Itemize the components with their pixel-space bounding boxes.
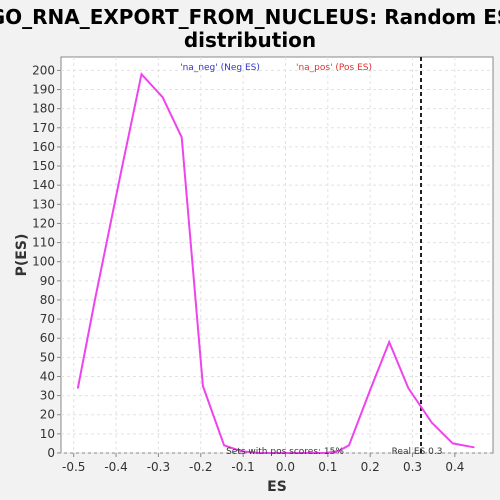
series-point	[337, 450, 340, 452]
series-point	[388, 341, 391, 343]
y-tick-label: 100	[32, 255, 55, 269]
y-axis-label: P(ES)	[14, 234, 30, 277]
y-tick-label: 40	[40, 369, 55, 383]
y-tick-label: 170	[32, 121, 55, 135]
plot-area	[60, 56, 494, 454]
x-tick-label: 0.3	[403, 460, 422, 474]
y-tick-label: 50	[40, 350, 55, 364]
legend-neg-es: 'na_neg' (Neg ES)	[180, 63, 260, 73]
series-point	[407, 387, 410, 389]
x-tick-label: 0.2	[361, 460, 380, 474]
series-point	[240, 450, 242, 452]
legend-pos-es: 'na_pos' (Pos ES)	[296, 63, 372, 73]
y-tick-label: 180	[32, 102, 55, 116]
x-axis-label: ES	[267, 479, 287, 495]
series-point	[257, 452, 259, 454]
series-point	[473, 446, 475, 449]
chart-title-line2: distribution	[184, 28, 316, 52]
y-tick-label: 30	[40, 389, 55, 403]
series-point	[161, 96, 164, 98]
x-axis-ticks: -0.5 -0.4 -0.3 -0.2 -0.1 0.0 0.1 0.2 0.3 0.4	[62, 453, 464, 474]
real-es-label: Real ES 0.3	[392, 447, 443, 457]
y-tick-label: 160	[32, 140, 55, 154]
series-point	[369, 389, 372, 391]
y-tick-label: 90	[40, 274, 55, 288]
y-tick-label: 140	[32, 178, 55, 192]
series-point	[77, 387, 79, 389]
y-tick-label: 120	[32, 216, 55, 230]
y-tick-label: 60	[40, 331, 55, 345]
x-tick-label: -0.3	[147, 460, 170, 474]
series-points	[77, 73, 475, 454]
x-tick-label: -0.4	[104, 460, 127, 474]
y-tick-label: 0	[47, 446, 55, 460]
series-point	[119, 174, 122, 177]
series-point	[430, 421, 433, 424]
series-point	[274, 452, 276, 454]
series-point	[308, 452, 310, 454]
x-tick-label: -0.2	[189, 460, 212, 474]
pos-scores-annotation: Sets with pos scores: 15%	[226, 447, 344, 457]
y-tick-label: 110	[32, 236, 55, 250]
series-point	[223, 444, 225, 447]
series-point	[140, 73, 143, 75]
x-tick-label: -0.1	[231, 460, 254, 474]
series-point	[452, 442, 454, 445]
y-tick-label: 130	[32, 197, 55, 211]
chart-title-line1: GO_RNA_EXPORT_FROM_NUCLEUS: Random ES	[0, 5, 500, 29]
y-tick-label: 150	[32, 159, 55, 173]
x-tick-label: -0.5	[62, 460, 85, 474]
series-point	[180, 136, 183, 139]
series-point	[94, 299, 96, 301]
x-tick-label: 0.0	[276, 460, 295, 474]
y-tick-label: 20	[40, 408, 55, 422]
series-point	[291, 452, 293, 454]
x-tick-label: 0.4	[445, 460, 464, 474]
y-tick-label: 80	[40, 293, 55, 307]
y-tick-label: 10	[40, 427, 55, 441]
y-axis-ticks: 0 10 20 30 40 50 60 70 80 90 100 110 120 130 140 150 160…	[32, 63, 61, 460]
y-tick-label: 200	[32, 63, 55, 77]
x-tick-label: 0.1	[318, 460, 337, 474]
series-point	[324, 452, 327, 454]
y-tick-label: 70	[40, 312, 55, 326]
series-line	[76, 72, 475, 454]
series-point	[348, 444, 350, 447]
y-tick-label: 190	[32, 83, 55, 97]
series-point	[202, 385, 204, 387]
